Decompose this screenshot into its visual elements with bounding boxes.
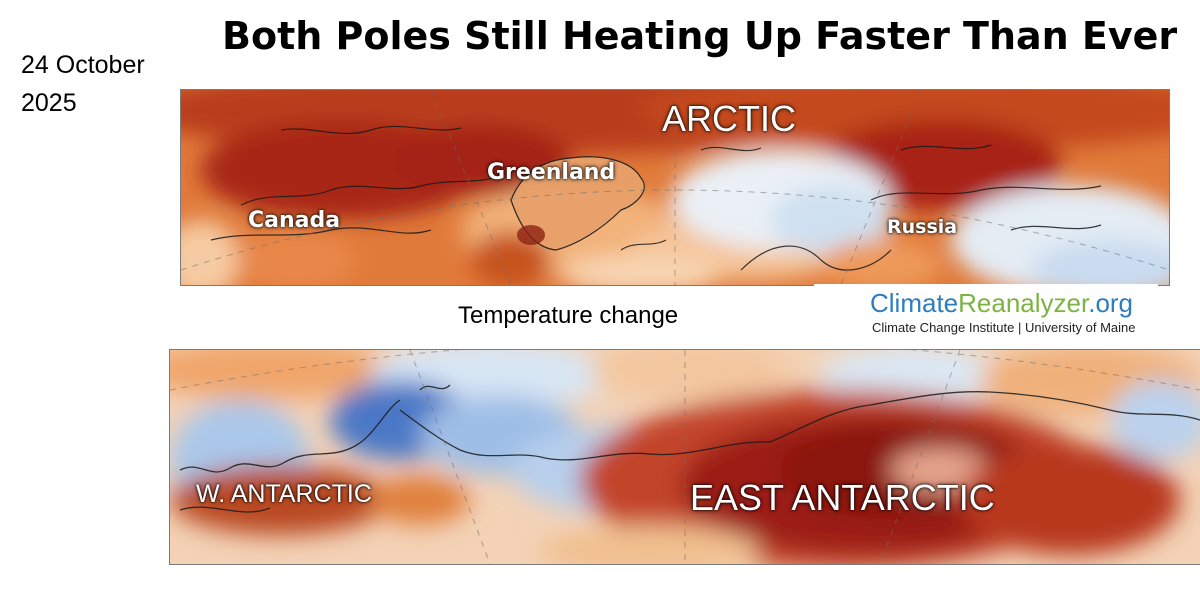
east-antarctic-label: EAST ANTARCTIC — [690, 477, 995, 518]
arctic-label: ARCTIC — [662, 98, 796, 139]
russia-label: Russia — [887, 216, 958, 238]
antarctic-map-graphic — [170, 350, 1200, 564]
page-title: Both Poles Still Heating Up Faster Than … — [222, 14, 1178, 58]
antarctic-temperature-map: W. ANTARCTIC EAST ANTARCTIC — [169, 349, 1200, 565]
logo-name-part2: Reanalyzer — [958, 288, 1089, 318]
canada-label: Canada — [248, 208, 341, 233]
arctic-temperature-map: ARCTIC Greenland Canada Russia — [180, 89, 1170, 286]
climate-reanalyzer-logo: ClimateReanalyzer.org Climate Change Ins… — [814, 284, 1158, 350]
logo-name: ClimateReanalyzer.org — [870, 288, 1133, 319]
date-label: 24 October 2025 — [21, 51, 145, 117]
temperature-change-caption: Temperature change — [458, 302, 679, 329]
logo-name-part1: Climate — [870, 288, 959, 318]
logo-name-part3: .org — [1088, 288, 1134, 318]
arctic-map-graphic — [181, 90, 1169, 285]
greenland-label: Greenland — [487, 160, 616, 185]
logo-subtitle: Climate Change Institute | University of… — [872, 320, 1136, 335]
west-antarctic-label: W. ANTARCTIC — [196, 480, 372, 508]
